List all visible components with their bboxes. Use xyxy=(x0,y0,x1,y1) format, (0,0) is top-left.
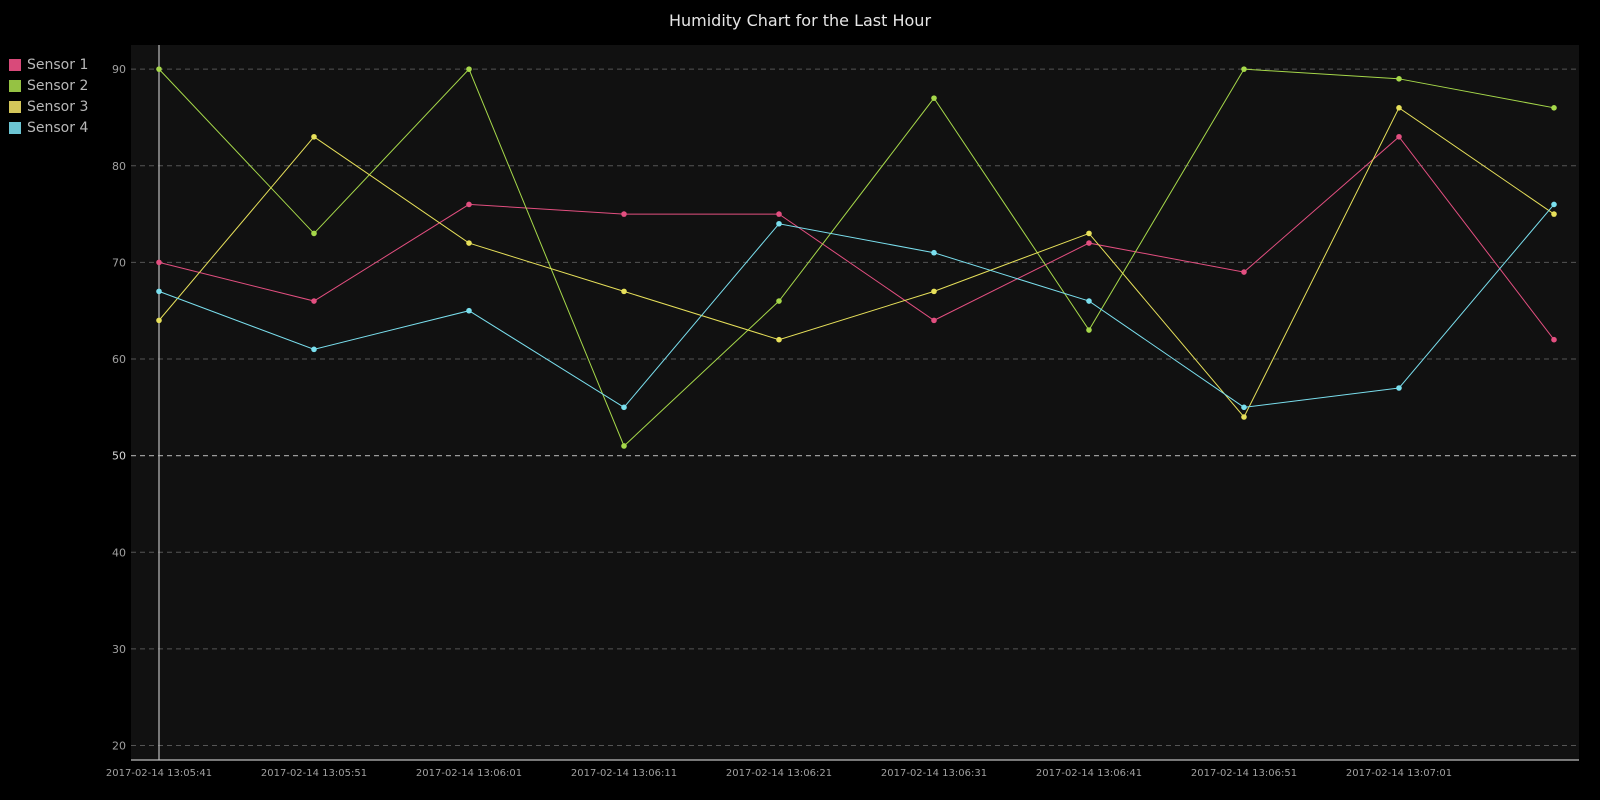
data-point-sensor-1 xyxy=(1241,269,1247,275)
data-point-sensor-4 xyxy=(1086,298,1092,304)
data-point-sensor-4 xyxy=(156,288,162,295)
x-tick-label: 2017-02-14 13:07:01 xyxy=(1346,768,1452,779)
x-tick-label: 2017-02-14 13:06:11 xyxy=(571,768,677,779)
data-point-sensor-3 xyxy=(621,288,627,295)
series-line-sensor-2 xyxy=(158,68,1555,447)
data-point-sensor-4 xyxy=(931,249,937,256)
legend: Sensor 1 Sensor 2 Sensor 3 Sensor 4 xyxy=(9,54,88,138)
series-line-sensor-3 xyxy=(158,107,1555,418)
data-point-sensor-2 xyxy=(311,230,317,237)
data-point-sensor-4 xyxy=(1396,385,1402,391)
legend-item-sensor-1[interactable]: Sensor 1 xyxy=(9,54,88,75)
data-point-sensor-1 xyxy=(466,201,472,208)
chart-title: Humidity Chart for the Last Hour xyxy=(669,11,931,30)
x-tick-label: 2017-02-14 13:06:01 xyxy=(416,768,522,779)
data-point-sensor-2 xyxy=(1086,327,1092,333)
legend-label: Sensor 2 xyxy=(27,77,89,94)
data-point-sensor-3 xyxy=(1241,414,1247,420)
data-point-sensor-3 xyxy=(776,336,782,343)
data-point-sensor-2 xyxy=(466,66,472,72)
x-tick-label: 2017-02-14 13:06:21 xyxy=(726,768,832,779)
y-tick-label: 30 xyxy=(112,643,126,656)
data-point-sensor-1 xyxy=(156,259,162,266)
data-point-sensor-3 xyxy=(1396,105,1402,111)
x-tick-label: 2017-02-14 13:06:31 xyxy=(881,768,987,779)
data-point-sensor-1 xyxy=(1086,240,1092,246)
data-point-sensor-3 xyxy=(931,288,937,295)
legend-label: Sensor 4 xyxy=(27,119,89,136)
data-point-sensor-3 xyxy=(311,133,317,140)
data-point-sensor-3 xyxy=(156,317,162,324)
data-point-sensor-3 xyxy=(1551,211,1557,217)
data-point-sensor-2 xyxy=(1241,66,1247,72)
x-tick-label: 2017-02-14 13:05:51 xyxy=(261,768,367,779)
data-point-sensor-1 xyxy=(776,211,782,217)
data-point-sensor-4 xyxy=(466,307,472,314)
data-point-sensor-2 xyxy=(621,443,627,449)
data-point-sensor-4 xyxy=(1241,404,1247,411)
data-point-sensor-1 xyxy=(1396,133,1402,140)
data-point-sensor-1 xyxy=(931,317,937,324)
data-point-sensor-4 xyxy=(621,404,627,411)
data-point-sensor-2 xyxy=(1396,76,1402,82)
data-point-sensor-2 xyxy=(931,95,937,101)
x-tick-label: 2017-02-14 13:05:41 xyxy=(106,768,212,779)
legend-swatch xyxy=(9,121,21,134)
data-point-sensor-4 xyxy=(1551,201,1557,208)
data-point-sensor-1 xyxy=(1551,336,1557,343)
y-tick-label: 50 xyxy=(112,450,126,463)
plot-area xyxy=(131,45,1579,760)
legend-label: Sensor 3 xyxy=(27,98,89,115)
data-point-sensor-1 xyxy=(621,211,627,217)
data-point-sensor-4 xyxy=(776,220,782,227)
data-point-sensor-4 xyxy=(311,346,317,353)
y-tick-label: 60 xyxy=(112,353,126,366)
legend-swatch xyxy=(9,79,21,92)
legend-item-sensor-2[interactable]: Sensor 2 xyxy=(9,75,88,96)
y-tick-label: 80 xyxy=(112,160,126,173)
legend-item-sensor-3[interactable]: Sensor 3 xyxy=(9,96,88,117)
series-line-sensor-1 xyxy=(158,136,1555,340)
data-point-sensor-3 xyxy=(1086,230,1092,237)
data-point-sensor-3 xyxy=(466,240,472,246)
legend-swatch xyxy=(9,100,21,113)
data-point-sensor-2 xyxy=(156,66,162,72)
y-tick-label: 90 xyxy=(112,63,126,76)
data-point-sensor-2 xyxy=(1551,105,1557,111)
data-point-sensor-2 xyxy=(776,298,782,304)
legend-item-sensor-4[interactable]: Sensor 4 xyxy=(9,117,88,138)
x-tick-label: 2017-02-14 13:06:41 xyxy=(1036,768,1142,779)
legend-swatch xyxy=(9,58,21,71)
y-tick-label: 70 xyxy=(112,256,126,269)
y-tick-label: 40 xyxy=(112,546,126,559)
y-tick-label: 20 xyxy=(112,740,126,753)
series-line-sensor-4 xyxy=(158,204,1555,408)
x-tick-label: 2017-02-14 13:06:51 xyxy=(1191,768,1297,779)
data-point-sensor-1 xyxy=(311,298,317,304)
legend-label: Sensor 1 xyxy=(27,56,89,73)
